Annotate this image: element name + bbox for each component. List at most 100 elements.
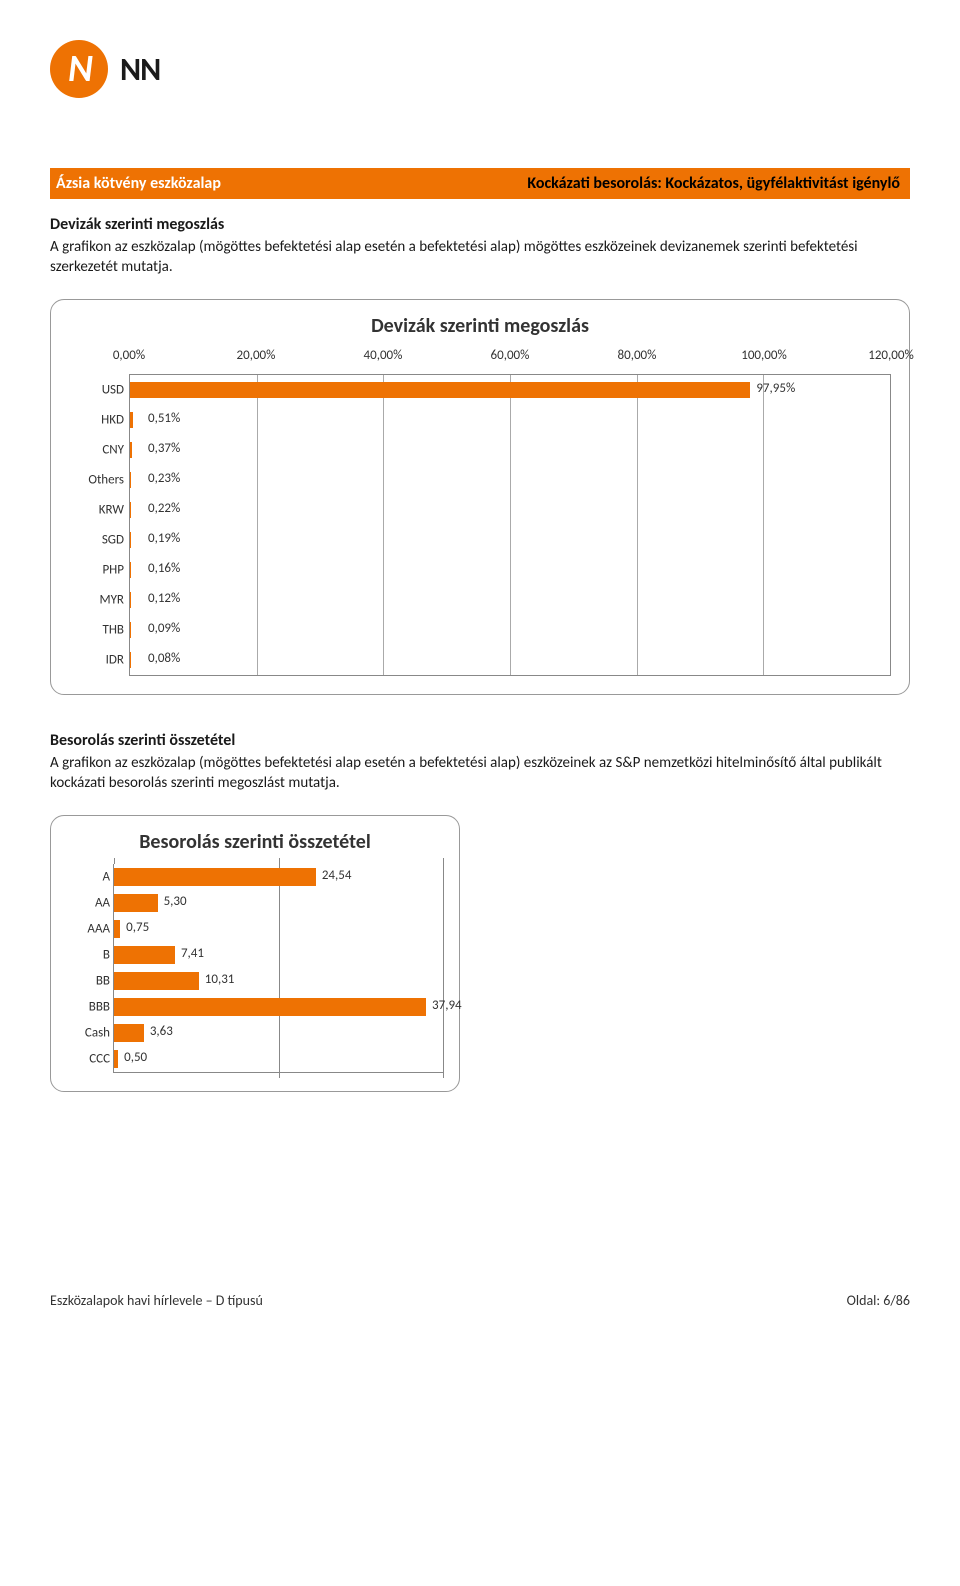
chart2-value-label: 7,41 xyxy=(181,946,204,961)
chart2-value-label: 37,94 xyxy=(432,998,462,1013)
chart1-bar xyxy=(130,412,133,428)
chart2-bar xyxy=(114,868,316,886)
chart1-xaxis: 0,00%20,00%40,00%60,00%80,00%100,00%120,… xyxy=(129,348,891,374)
chart1-value-label: 0,12% xyxy=(148,591,180,606)
chart1-xtick-label: 20,00% xyxy=(237,348,276,363)
page-footer: Eszközalapok havi hírlevele – D típusú O… xyxy=(50,1292,910,1309)
chart2-row: AAA0,75 xyxy=(114,916,443,942)
chart1-box: Devizák szerinti megoszlás 0,00% 20,00% 40… xyxy=(50,299,910,695)
chart2-bar xyxy=(114,946,175,964)
chart1-row: Others0,23% xyxy=(130,465,890,495)
chart1-row: KRW0,22% xyxy=(130,495,890,525)
section2-text: A grafikon az eszközalap (mögöttes befek… xyxy=(50,754,910,793)
chart1-row: SGD0,19% xyxy=(130,525,890,555)
chart1-row: USD97,95% xyxy=(130,375,890,405)
chart2-value-label: 3,63 xyxy=(150,1024,173,1039)
chart2-row: BB10,31 xyxy=(114,968,443,994)
chart1-row: MYR0,12% xyxy=(130,585,890,615)
chart2-row: AA5,30 xyxy=(114,890,443,916)
chart1-value-label: 0,51% xyxy=(148,411,180,426)
chart1-title: Devizák szerinti megoszlás xyxy=(69,314,891,338)
section1-title: Devizák szerinti megoszlás xyxy=(50,215,910,234)
chart1-value-label: 0,19% xyxy=(148,531,180,546)
chart2-row: Cash3,63 xyxy=(114,1020,443,1046)
chart2-value-label: 0,50 xyxy=(124,1050,147,1065)
chart1-xtick-label: 40,00% xyxy=(364,348,403,363)
chart2-area: A24,54AA5,30AAA0,75B7,41BB10,31BBB37,94C… xyxy=(69,864,441,1073)
chart1-category-label: KRW xyxy=(70,503,124,518)
section2-title: Besorolás szerinti összetétel xyxy=(50,731,910,750)
chart1-row: CNY0,37% xyxy=(130,435,890,465)
brand-mark-circle: N xyxy=(50,40,108,98)
brand-mark: N xyxy=(68,46,90,92)
chart1-category-label: PHP xyxy=(70,563,124,578)
footer-right: Oldal: 6/86 xyxy=(847,1292,910,1309)
chart1-value-label: 0,08% xyxy=(148,651,180,666)
chart1-xtick-label: 120,00% xyxy=(868,348,913,363)
chart2-value-label: 24,54 xyxy=(322,868,352,883)
chart1-xtick-label: 60,00% xyxy=(491,348,530,363)
chart1-area: 0,00%20,00%40,00%60,00%80,00%100,00%120,… xyxy=(69,348,891,676)
chart1-row: HKD0,51% xyxy=(130,405,890,435)
chart1-bar xyxy=(130,502,131,518)
chart1-xtick-label: 0,00% xyxy=(113,348,145,363)
chart1-category-label: USD xyxy=(70,383,124,398)
section1-text: A grafikon az eszközalap (mögöttes befek… xyxy=(50,238,910,277)
chart2-category-label: B xyxy=(70,948,110,963)
chart1-value-label: 97,95% xyxy=(756,381,795,396)
chart1-category-label: CNY xyxy=(70,443,124,458)
chart1-value-label: 0,23% xyxy=(148,471,180,486)
chart1-row: THB0,09% xyxy=(130,615,890,645)
chart1-row: PHP0,16% xyxy=(130,555,890,585)
chart1-category-label: THB xyxy=(70,623,124,638)
chart1-category-label: Others xyxy=(70,473,124,488)
chart2-category-label: BB xyxy=(70,974,110,989)
chart1-category-label: SGD xyxy=(70,533,124,548)
chart1-category-label: HKD xyxy=(70,413,124,428)
chart1-value-label: 0,09% xyxy=(148,621,180,636)
chart2-bar xyxy=(114,972,199,990)
header-left: Ázsia kötvény eszközalap xyxy=(56,174,221,193)
chart2-category-label: BBB xyxy=(70,1000,110,1015)
chart2-category-label: Cash xyxy=(70,1026,110,1041)
chart2-plot: A24,54AA5,30AAA0,75B7,41BB10,31BBB37,94C… xyxy=(113,864,443,1073)
chart1-row: IDR0,08% xyxy=(130,645,890,675)
chart1-bar xyxy=(130,622,131,638)
chart2-row: A24,54 xyxy=(114,864,443,890)
chart1-bar xyxy=(130,472,131,488)
chart2-value-label: 10,31 xyxy=(205,972,235,987)
brand-name: NN xyxy=(120,50,160,89)
chart1-category-label: IDR xyxy=(70,653,124,668)
chart2-category-label: A xyxy=(70,870,110,885)
chart1-category-label: MYR xyxy=(70,593,124,608)
brand-logo: N NN xyxy=(50,40,910,98)
chart1-bar xyxy=(130,592,131,608)
chart1-value-label: 0,16% xyxy=(148,561,180,576)
chart2-bar xyxy=(114,1050,118,1068)
chart1-bar xyxy=(130,562,131,578)
chart1-bar xyxy=(130,532,131,548)
chart1-bar xyxy=(130,442,132,458)
header-bar: Ázsia kötvény eszközalap Kockázati besor… xyxy=(50,168,910,199)
chart2-title: Besorolás szerinti összetétel xyxy=(69,830,441,854)
chart1-plot: USD97,95%HKD0,51%CNY0,37%Others0,23%KRW0… xyxy=(129,374,891,675)
chart2-bar xyxy=(114,920,120,938)
chart1-xtick-label: 80,00% xyxy=(618,348,657,363)
chart2-category-label: CCC xyxy=(70,1052,110,1067)
footer-left: Eszközalapok havi hírlevele – D típusú xyxy=(50,1292,263,1309)
chart1-bar xyxy=(130,382,750,398)
chart2-bar xyxy=(114,894,158,912)
chart1-value-label: 0,37% xyxy=(148,441,180,456)
chart2-gridline xyxy=(443,864,444,1078)
chart2-category-label: AA xyxy=(70,896,110,911)
chart2-bar xyxy=(114,1024,144,1042)
chart2-value-label: 0,75 xyxy=(126,920,149,935)
chart1-xtick-label: 100,00% xyxy=(741,348,786,363)
chart2-category-label: AAA xyxy=(70,922,110,937)
chart1-bar xyxy=(130,652,131,668)
chart2-bar xyxy=(114,998,426,1016)
chart2-value-label: 5,30 xyxy=(164,894,187,909)
chart2-row: BBB37,94 xyxy=(114,994,443,1020)
chart2-box: Besorolás szerinti összetétel A24,54AA5,… xyxy=(50,815,460,1092)
chart2-row: B7,41 xyxy=(114,942,443,968)
